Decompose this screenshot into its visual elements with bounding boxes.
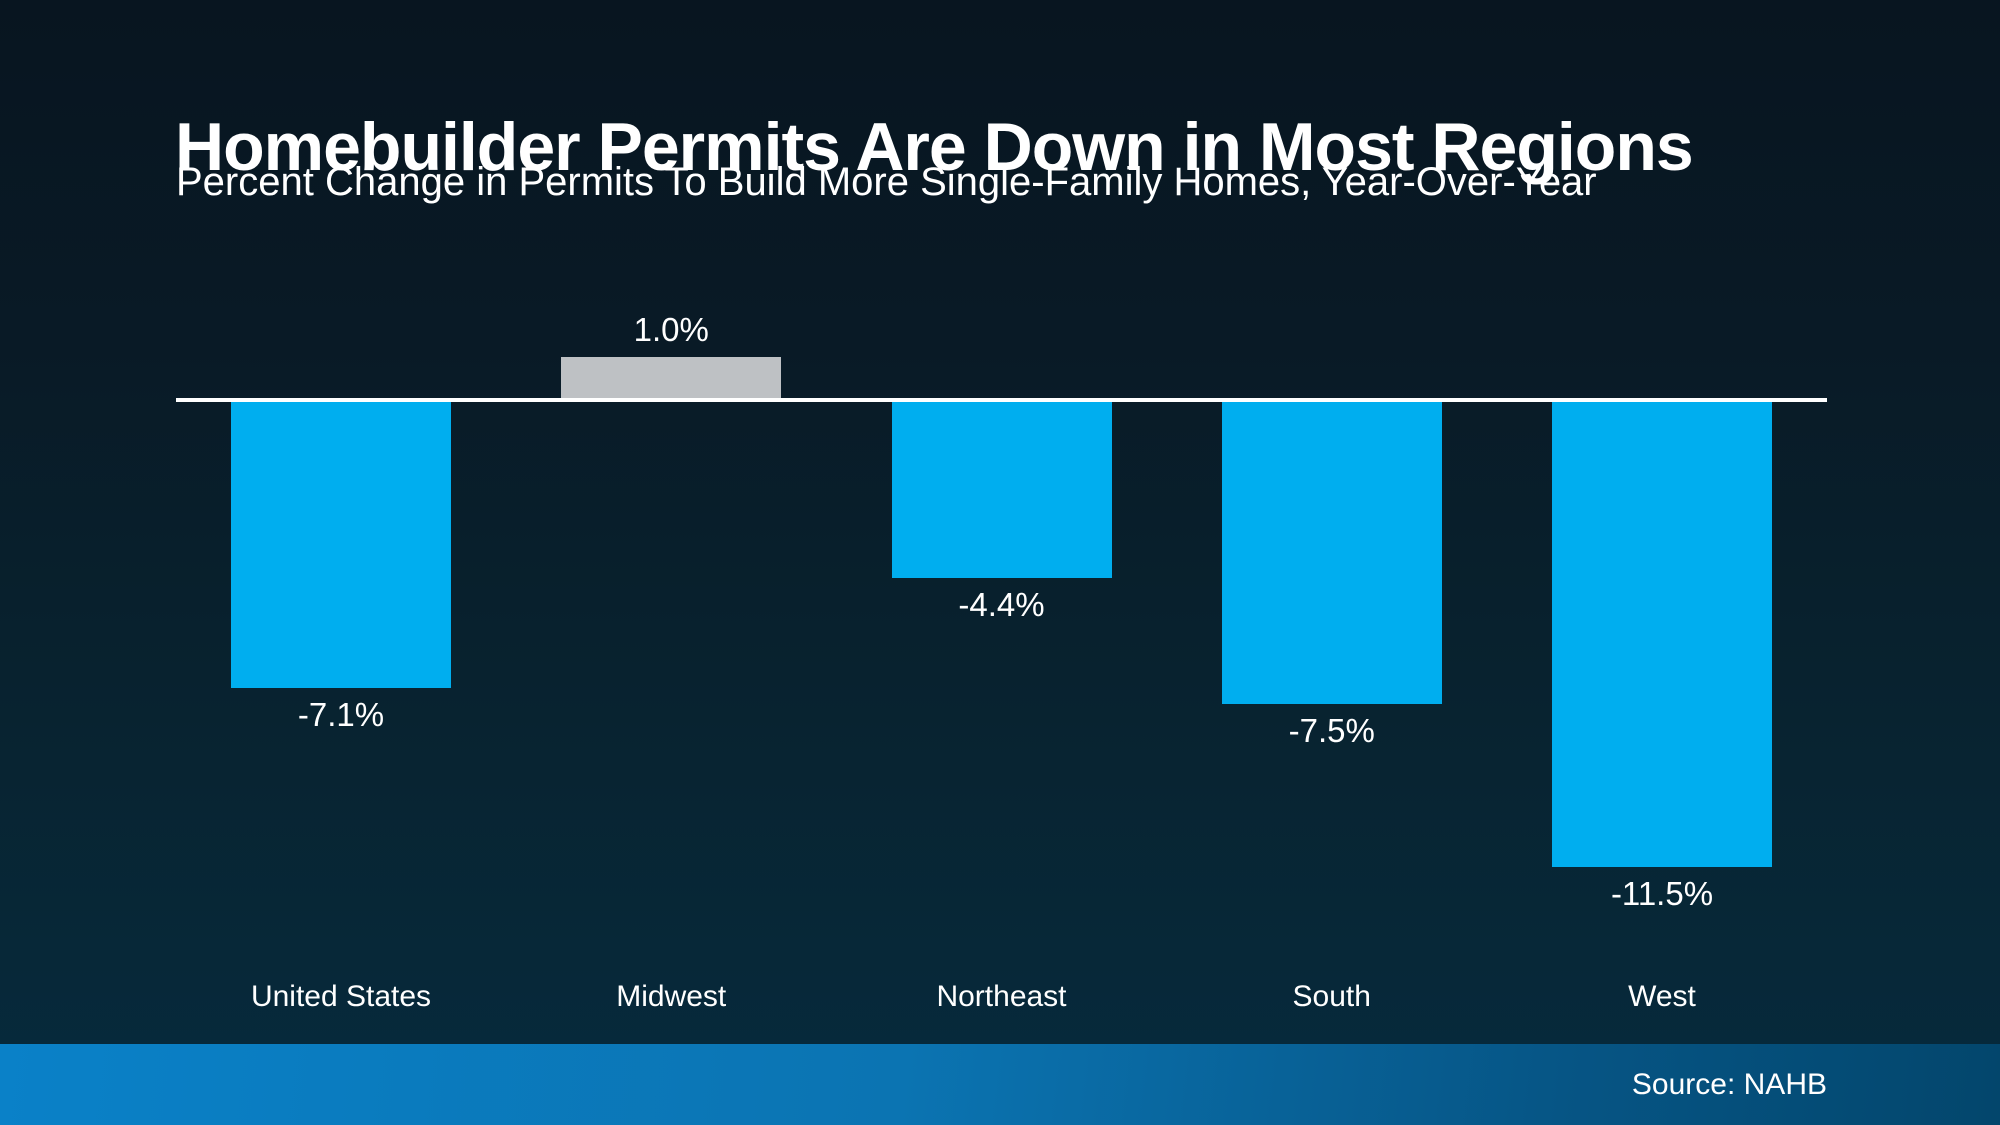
bar-united-states bbox=[231, 402, 451, 688]
category-label-west: West bbox=[1628, 980, 1696, 1013]
bar-northeast bbox=[891, 402, 1112, 578]
bar-south bbox=[1221, 402, 1442, 704]
value-label-south: -7.5% bbox=[1288, 712, 1375, 749]
value-label-united-states: -7.1% bbox=[297, 696, 385, 733]
source-credit: Source: NAHB bbox=[1631, 1068, 1827, 1101]
bar-midwest bbox=[561, 357, 782, 398]
chart-title: Homebuilder Permits Are Down in Most Reg… bbox=[175, 108, 1694, 185]
category-label-south: South bbox=[1292, 980, 1371, 1013]
bar-west bbox=[1552, 402, 1772, 867]
chart-subtitle: Percent Change in Permits To Build More … bbox=[176, 160, 1597, 204]
value-label-midwest: 1.0% bbox=[633, 311, 709, 348]
category-label-united-states: United States bbox=[250, 980, 432, 1013]
footer-band: Source: NAHB bbox=[0, 1044, 2000, 1125]
value-label-west: -11.5% bbox=[1610, 875, 1714, 912]
category-label-midwest: Midwest bbox=[616, 980, 727, 1013]
category-label-northeast: Northeast bbox=[936, 980, 1067, 1013]
value-label-northeast: -4.4% bbox=[958, 586, 1045, 623]
zero-baseline bbox=[176, 398, 1827, 402]
